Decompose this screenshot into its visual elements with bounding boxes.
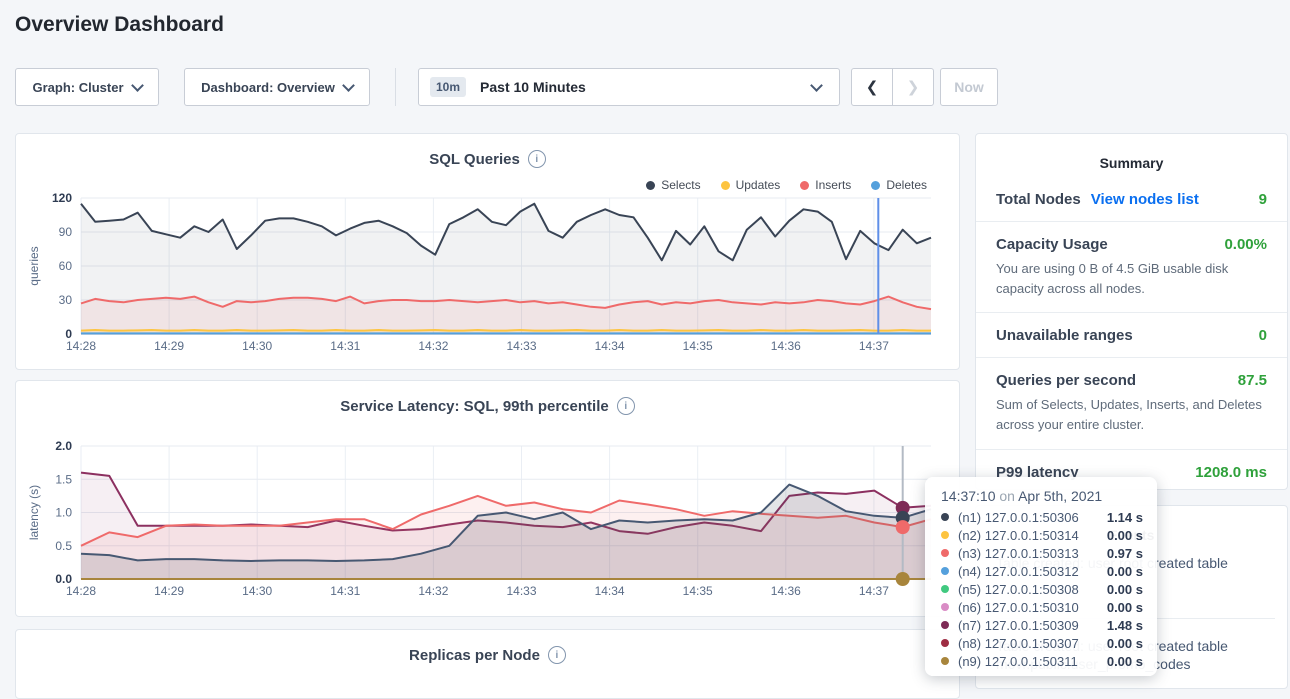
time-range-label: Past 10 Minutes — [480, 79, 586, 95]
sql-queries-card: SQL Queries i Selects Updates Inserts De… — [15, 133, 960, 370]
stat-subtext: Sum of Selects, Updates, Inserts, and De… — [996, 395, 1267, 435]
svg-text:queries: queries — [27, 246, 41, 285]
svg-text:14:28: 14:28 — [66, 584, 96, 598]
svg-text:14:33: 14:33 — [506, 584, 536, 598]
node-dot-icon — [941, 621, 949, 629]
tooltip-row: (n2) 127.0.0.1:50314 0.00 s — [941, 526, 1157, 544]
node-dot-icon — [941, 567, 949, 575]
time-pager: ❮ ❯ — [851, 68, 934, 106]
tooltip-row: (n1) 127.0.0.1:50306 1.14 s — [941, 508, 1157, 526]
svg-text:14:30: 14:30 — [242, 584, 272, 598]
node-dot-icon — [941, 513, 949, 521]
tooltip-timestamp: 14:37:10 on Apr 5th, 2021 — [941, 488, 1157, 504]
summary-heading: Summary — [976, 134, 1287, 171]
now-button[interactable]: Now — [940, 68, 998, 106]
tooltip-row: (n3) 127.0.0.1:50313 0.97 s — [941, 544, 1157, 562]
time-next-button[interactable]: ❯ — [893, 69, 933, 105]
stat-value: 87.5 — [1238, 372, 1267, 389]
toolbar-divider — [395, 68, 396, 106]
svg-text:14:37: 14:37 — [859, 584, 889, 598]
time-range-badge: 10m — [430, 77, 466, 97]
time-range-dropdown[interactable]: 10m Past 10 Minutes — [418, 68, 840, 106]
svg-text:0.5: 0.5 — [55, 539, 72, 553]
graph-dropdown[interactable]: Graph: Cluster — [15, 68, 159, 106]
info-icon[interactable]: i — [548, 646, 566, 664]
summary-stat-capacity-usage: Capacity Usage 0.00% You are using 0 B o… — [976, 221, 1287, 312]
chart-hover-tooltip: 14:37:10 on Apr 5th, 2021 (n1) 127.0.0.1… — [925, 477, 1157, 676]
svg-text:14:32: 14:32 — [418, 339, 448, 353]
svg-text:0.0: 0.0 — [55, 572, 72, 586]
svg-text:14:34: 14:34 — [595, 339, 625, 353]
stat-value: 0 — [1259, 327, 1267, 344]
stat-label: Unavailable ranges — [996, 327, 1133, 344]
stat-value: 1208.0 ms — [1195, 464, 1267, 481]
view-nodes-list-link[interactable]: View nodes list — [1091, 191, 1199, 208]
tooltip-row: (n6) 127.0.0.1:50310 0.00 s — [941, 598, 1157, 616]
dashboard-dropdown-label: Dashboard: Overview — [201, 80, 335, 95]
svg-text:14:29: 14:29 — [154, 584, 184, 598]
stat-label: Capacity Usage — [996, 236, 1108, 253]
svg-text:90: 90 — [59, 225, 73, 239]
page-title: Overview Dashboard — [15, 13, 224, 37]
node-dot-icon — [941, 531, 949, 539]
node-dot-icon — [941, 549, 949, 557]
svg-text:120: 120 — [52, 191, 72, 205]
chevron-down-icon — [131, 79, 144, 92]
node-dot-icon — [941, 585, 949, 593]
svg-text:14:36: 14:36 — [771, 339, 801, 353]
service-latency-plot[interactable]: 14:28 14:29 14:30 14:31 14:32 14:33 14:34 14:35… — [16, 381, 959, 616]
stat-label: Total Nodes — [996, 191, 1081, 208]
svg-text:14:29: 14:29 — [154, 339, 184, 353]
svg-text:14:32: 14:32 — [418, 584, 448, 598]
svg-text:0: 0 — [65, 327, 72, 341]
chevron-down-icon — [342, 79, 355, 92]
tooltip-row: (n9) 127.0.0.1:50311 0.00 s — [941, 652, 1157, 670]
svg-text:latency (s): latency (s) — [27, 485, 41, 540]
tooltip-row: (n7) 127.0.0.1:50309 1.48 s — [941, 616, 1157, 634]
sql-queries-plot[interactable]: 14:28 14:29 14:30 14:31 14:32 14:33 14:34 14:35… — [16, 134, 959, 369]
stat-value: 0.00% — [1224, 236, 1267, 253]
svg-text:14:35: 14:35 — [683, 584, 713, 598]
dashboard-dropdown[interactable]: Dashboard: Overview — [184, 68, 370, 106]
stat-label: Queries per second — [996, 372, 1136, 389]
stat-subtext: You are using 0 B of 4.5 GiB usable disk… — [996, 259, 1267, 299]
svg-text:14:31: 14:31 — [330, 339, 360, 353]
svg-text:14:33: 14:33 — [506, 339, 536, 353]
svg-text:14:30: 14:30 — [242, 339, 272, 353]
replicas-per-node-title: Replicas per Node — [409, 647, 540, 664]
chevron-down-icon — [810, 79, 823, 92]
service-latency-card: Service Latency: SQL, 99th percentile i … — [15, 380, 960, 617]
svg-text:14:34: 14:34 — [595, 584, 625, 598]
tooltip-row: (n5) 127.0.0.1:50308 0.00 s — [941, 580, 1157, 598]
summary-panel: Summary Total Nodes View nodes list 9 Ca… — [975, 133, 1288, 490]
summary-stat-unavailable-ranges: Unavailable ranges 0 — [976, 312, 1287, 357]
time-prev-button[interactable]: ❮ — [852, 69, 893, 105]
graph-dropdown-label: Graph: Cluster — [32, 80, 123, 95]
tooltip-row: (n8) 127.0.0.1:50307 0.00 s — [941, 634, 1157, 652]
node-dot-icon — [941, 603, 949, 611]
svg-text:14:31: 14:31 — [330, 584, 360, 598]
svg-text:30: 30 — [59, 293, 73, 307]
node-dot-icon — [941, 639, 949, 647]
svg-text:1.5: 1.5 — [55, 472, 72, 486]
svg-text:60: 60 — [59, 259, 73, 273]
node-dot-icon — [941, 657, 949, 665]
tooltip-row: (n4) 127.0.0.1:50312 0.00 s — [941, 562, 1157, 580]
svg-text:1.0: 1.0 — [55, 506, 72, 520]
svg-text:14:28: 14:28 — [66, 339, 96, 353]
svg-text:14:37: 14:37 — [859, 339, 889, 353]
summary-stat-total-nodes: Total Nodes View nodes list 9 — [976, 177, 1287, 221]
svg-text:14:36: 14:36 — [771, 584, 801, 598]
summary-stat-queries-per-second: Queries per second 87.5 Sum of Selects, … — [976, 357, 1287, 448]
stat-value: 9 — [1259, 191, 1267, 208]
svg-text:14:35: 14:35 — [683, 339, 713, 353]
svg-text:2.0: 2.0 — [55, 439, 72, 453]
